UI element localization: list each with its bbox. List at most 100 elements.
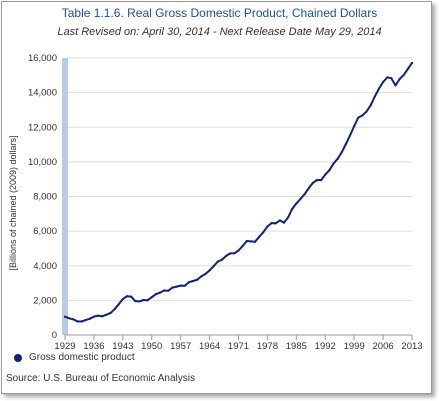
data-point <box>187 281 191 284</box>
x-tick-label: 1971 <box>228 341 249 352</box>
y-tick-label: 4,000 <box>33 261 57 272</box>
data-point <box>216 260 219 263</box>
series-line-gdp <box>64 62 413 323</box>
x-tick-label: 2013 <box>401 341 422 352</box>
data-point <box>390 77 393 80</box>
data-point <box>410 61 414 65</box>
data-point <box>295 202 298 205</box>
data-point <box>183 284 186 287</box>
data-point <box>158 291 162 294</box>
data-point <box>76 320 79 323</box>
data-point <box>348 134 352 137</box>
data-point <box>96 314 100 317</box>
data-point <box>398 77 401 81</box>
data-point <box>212 265 215 268</box>
data-point <box>138 300 141 303</box>
data-point <box>154 293 157 296</box>
data-point <box>311 181 314 184</box>
data-point <box>146 299 149 302</box>
data-point <box>150 296 153 299</box>
x-tick-label: 1985 <box>286 341 307 352</box>
x-tick-label: 1957 <box>170 341 191 352</box>
data-point <box>72 318 75 321</box>
data-point <box>373 95 376 98</box>
data-point <box>324 173 327 176</box>
data-point <box>237 249 240 252</box>
data-point <box>353 125 356 128</box>
data-point <box>394 84 397 87</box>
data-point <box>274 222 277 225</box>
data-point <box>200 275 203 278</box>
data-point <box>381 80 385 84</box>
x-tick-label: 1950 <box>141 341 162 352</box>
source-note: Source: U.S. Bureau of Economic Analysis <box>6 373 195 384</box>
data-point <box>84 318 87 322</box>
data-point <box>282 221 286 224</box>
data-point <box>332 162 335 165</box>
data-point <box>340 151 343 154</box>
data-point <box>125 295 129 298</box>
data-point <box>109 311 112 315</box>
y-tick-label: 16,000 <box>28 53 57 64</box>
data-point <box>121 298 124 301</box>
y-tick-label: 0 <box>52 330 57 341</box>
data-point <box>171 286 174 289</box>
data-point <box>208 269 211 272</box>
data-point <box>328 169 331 172</box>
chart-frame <box>1 1 432 394</box>
data-point <box>175 285 178 288</box>
x-tick-label: 1943 <box>112 341 133 352</box>
y-tick-label: 14,000 <box>28 88 57 99</box>
x-tick-label: 1992 <box>315 341 336 352</box>
data-point <box>229 252 232 255</box>
y-tick-label: 6,000 <box>33 226 57 237</box>
data-point <box>386 76 389 79</box>
chart-title: Table 1.1.6. Real Gross Domestic Product… <box>61 6 378 20</box>
data-point <box>233 252 236 255</box>
data-point <box>163 289 166 292</box>
data-point <box>307 187 310 190</box>
data-point <box>402 73 405 77</box>
data-point <box>369 104 372 107</box>
data-point <box>336 157 339 160</box>
data-point <box>191 279 195 283</box>
data-point <box>142 298 145 302</box>
data-point <box>220 258 224 261</box>
data-point <box>299 197 302 201</box>
data-point <box>204 272 207 275</box>
data-point <box>365 110 368 113</box>
data-point <box>88 317 91 320</box>
data-point <box>80 320 83 323</box>
data-point <box>117 303 120 306</box>
y-axis-band <box>62 58 68 335</box>
data-point <box>225 254 228 257</box>
x-tick-label: 1936 <box>83 341 104 352</box>
x-tick-label: 1964 <box>199 341 220 352</box>
data-point <box>63 315 67 318</box>
data-point <box>253 240 257 243</box>
x-tick-label: 2006 <box>373 341 394 352</box>
data-point <box>262 231 265 234</box>
legend-label: Gross domestic product <box>29 352 135 363</box>
legend-marker-icon <box>14 353 22 362</box>
data-point <box>270 221 273 225</box>
data-point <box>101 315 104 318</box>
y-tick-label: 2,000 <box>33 295 57 306</box>
data-point <box>245 239 248 243</box>
y-tick-label: 10,000 <box>28 157 57 168</box>
data-point <box>241 244 244 248</box>
data-point <box>303 193 306 196</box>
data-point <box>266 225 269 228</box>
data-point <box>344 142 348 146</box>
data-point <box>92 315 96 318</box>
y-tick-label: 12,000 <box>28 122 57 133</box>
x-tick-label: 1999 <box>344 341 365 352</box>
data-point <box>179 284 182 287</box>
data-point <box>105 313 108 316</box>
data-point <box>129 295 133 298</box>
data-point <box>68 317 71 320</box>
legend: Gross domestic product <box>14 352 135 363</box>
data-point <box>286 216 290 219</box>
data-point <box>278 219 281 222</box>
